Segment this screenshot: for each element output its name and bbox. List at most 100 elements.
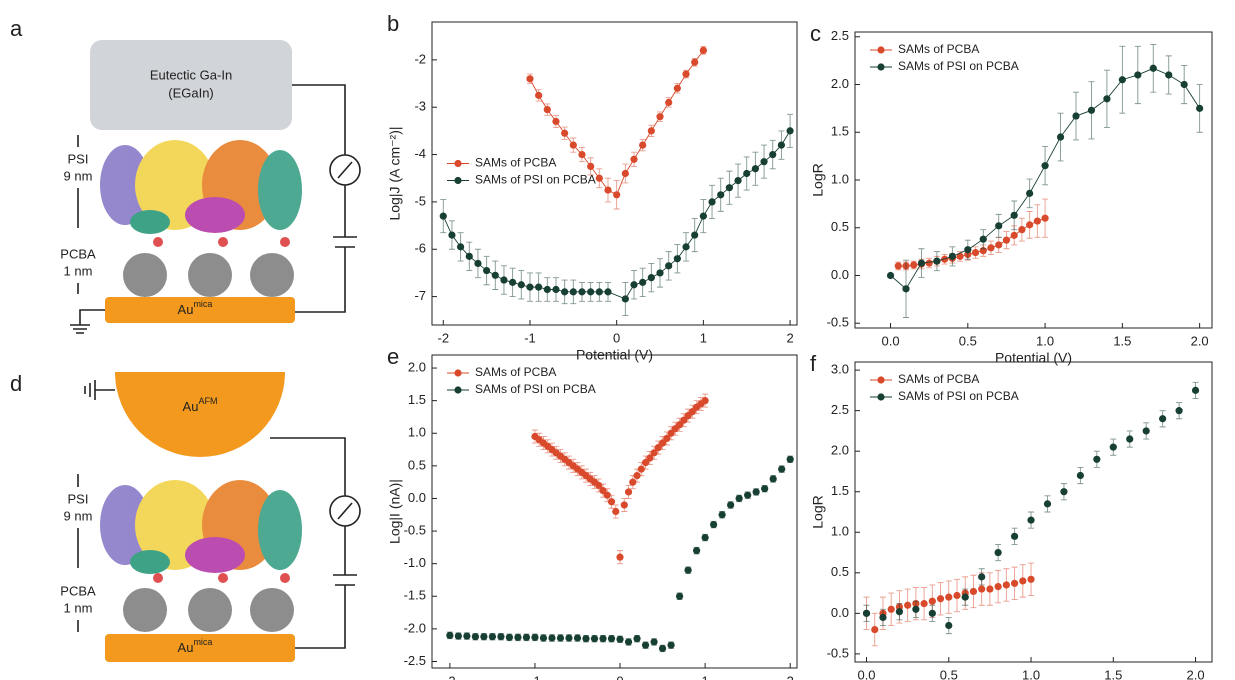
data-point <box>587 162 595 170</box>
panel-letter: d <box>10 371 22 396</box>
data-point <box>573 634 582 642</box>
x-tick-label: -1 <box>524 330 536 345</box>
data-point <box>526 283 534 291</box>
chart-f: f 0.0 0.5 1.0 1.5 2.0 -0.5 0.0 0.5 1.0 1.5 2.0 2.5 3.… <box>810 351 1213 680</box>
substrate-label: Aumica <box>178 299 213 317</box>
y-tick-label: -2.0 <box>404 620 426 635</box>
data-point <box>483 266 491 275</box>
x-tick-label: 1 <box>701 673 708 680</box>
data-point <box>910 261 918 269</box>
data-point <box>561 288 569 296</box>
data-point <box>517 281 525 289</box>
data-point <box>1027 575 1035 583</box>
layer-label: PCBA <box>60 583 96 598</box>
label-sup: mica <box>193 637 212 647</box>
data-point <box>1056 133 1065 141</box>
y-tick-label: -1.5 <box>404 588 426 603</box>
data-point <box>624 638 633 646</box>
layer-label: 1 nm <box>64 263 93 278</box>
y-axis-title: Log|J (A cm⁻²)| <box>387 126 403 220</box>
y-axis-title: LogR <box>810 495 826 528</box>
y-tick-label: 0.0 <box>408 490 426 505</box>
data-point <box>743 169 751 178</box>
data-point <box>994 548 1002 557</box>
data-point <box>948 252 956 260</box>
data-point <box>1142 427 1150 435</box>
y-tick-label: -3 <box>414 99 426 114</box>
data-point <box>725 184 733 192</box>
data-point <box>654 443 662 452</box>
data-point <box>682 70 690 78</box>
egain-electrode <box>90 40 292 130</box>
electrode-label: AuAFM <box>183 396 218 414</box>
x-tick-label: 0.0 <box>857 667 875 680</box>
data-point <box>599 487 607 495</box>
data-point <box>995 222 1003 230</box>
au-substrate <box>105 297 295 323</box>
data-point <box>1041 214 1049 222</box>
data-point <box>595 288 603 296</box>
data-point <box>448 231 456 239</box>
y-axis-title: Log|I (nA)| <box>387 479 403 544</box>
data-point <box>1134 71 1142 79</box>
y-tick-label: 0.5 <box>831 219 849 234</box>
data-point <box>986 585 994 593</box>
data-point <box>691 231 699 239</box>
layer-label: 9 nm <box>64 168 93 183</box>
data-point <box>1010 532 1019 540</box>
data-point <box>650 638 658 646</box>
y-tick-label: -2.5 <box>404 653 426 668</box>
data-point <box>603 491 611 499</box>
data-point <box>751 165 759 173</box>
x-tick-label: 1.0 <box>1022 667 1040 680</box>
data-point <box>552 285 560 294</box>
data-point <box>945 621 953 630</box>
legend-label: SAMs of PSI on PCBA <box>475 173 596 187</box>
data-point <box>1018 226 1026 234</box>
data-point <box>769 475 777 483</box>
data-point <box>616 635 624 643</box>
data-point <box>1010 579 1019 587</box>
data-point <box>699 212 707 220</box>
y-tick-label: 0.0 <box>831 605 849 620</box>
label-sup: AFM <box>198 396 217 406</box>
data-point <box>1076 471 1084 480</box>
data-point <box>578 150 586 159</box>
x-tick-label: -1 <box>529 673 541 680</box>
data-point <box>604 288 612 296</box>
legend-marker <box>454 369 462 377</box>
data-point <box>979 235 987 243</box>
data-point <box>454 632 462 640</box>
data-point <box>895 608 904 616</box>
data-point <box>620 501 628 509</box>
label-base: Au <box>178 640 194 655</box>
data-point <box>552 117 560 126</box>
data-point <box>569 288 577 296</box>
substrate-label: Aumica <box>178 637 213 655</box>
data-point <box>769 150 777 159</box>
data-point <box>978 585 986 593</box>
data-point <box>1165 71 1173 79</box>
layer-label: PSI <box>68 151 89 166</box>
legend-label: SAMs of PSI on PCBA <box>898 389 1019 403</box>
data-point <box>936 595 945 603</box>
y-axis-title: LogR <box>810 163 826 196</box>
data-point <box>978 573 986 581</box>
data-point <box>969 587 978 596</box>
data-point <box>752 488 760 496</box>
layer-label: 9 nm <box>64 508 93 523</box>
electrode-label: (EGaIn) <box>168 85 214 100</box>
data-point <box>1191 386 1200 394</box>
data-point <box>710 520 718 529</box>
data-point <box>933 257 941 265</box>
data-point <box>1093 455 1101 463</box>
legend-marker <box>877 376 885 384</box>
data-point <box>595 481 603 490</box>
data-point <box>675 592 684 600</box>
data-point <box>760 158 768 166</box>
data-point <box>587 288 595 296</box>
data-point <box>526 75 534 83</box>
data-point <box>956 252 964 260</box>
data-point <box>491 271 499 279</box>
data-point <box>646 454 654 462</box>
